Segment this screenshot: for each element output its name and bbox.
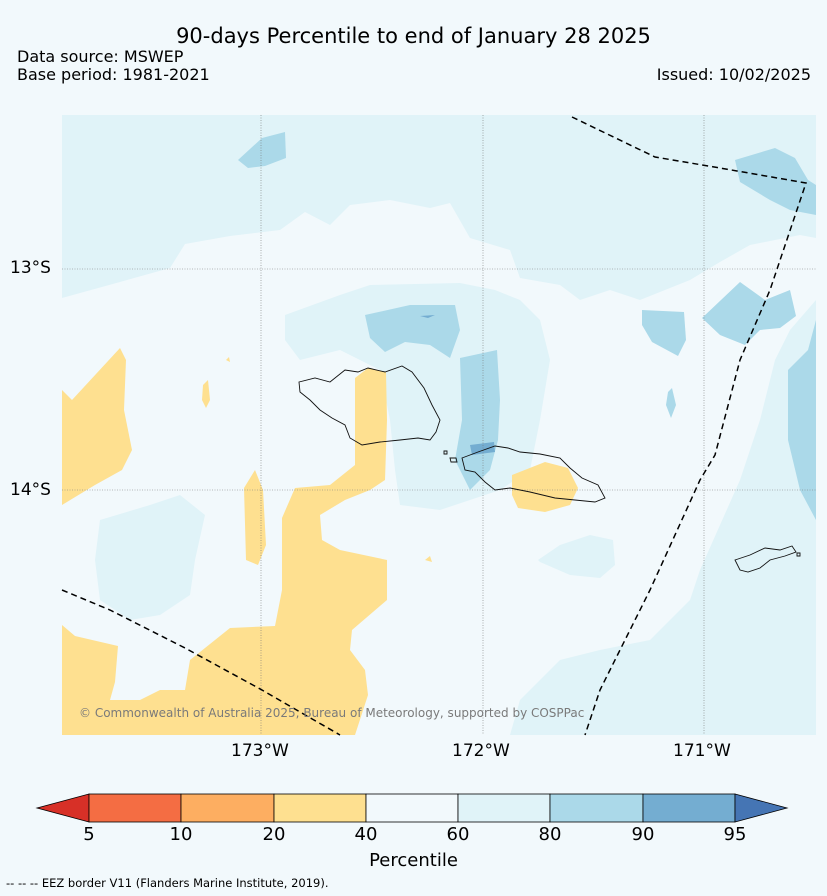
contour-90-95-a <box>420 315 435 318</box>
eez-border <box>61 116 807 736</box>
map-title: 90-days Percentile to end of January 28 … <box>176 24 651 48</box>
contour-60-80-c <box>538 535 615 578</box>
colorbar-80-90 <box>549 793 644 823</box>
contour-80-90-a <box>238 132 286 168</box>
colorbar-extend-low <box>35 793 90 823</box>
contour-80-90-e <box>666 388 676 418</box>
data-source: Data source: MSWEP <box>17 47 184 66</box>
contour-20-40-f <box>226 357 230 362</box>
colorbar-tick-40: 40 <box>354 824 378 845</box>
colorbar-60-80 <box>457 793 551 823</box>
tutuila-island-outline <box>734 545 797 573</box>
colorbar-tick-5: 5 <box>83 824 95 845</box>
contour-80-90-d <box>642 310 686 356</box>
contour-90-95-b <box>470 442 495 455</box>
colorbar-tick-95: 95 <box>723 824 747 845</box>
colorbar-label: Percentile <box>369 850 458 871</box>
copyright-notice: © Commonwealth of Australia 2025, Bureau… <box>79 706 585 720</box>
contour-80-90-h <box>788 320 816 520</box>
lon-label-173w: 173°W <box>231 741 289 761</box>
lon-label-171w: 171°W <box>673 741 731 761</box>
colorbar-10-20 <box>180 793 275 823</box>
contour-20-40-b <box>62 368 387 735</box>
colorbar-tick-60: 60 <box>446 824 470 845</box>
lat-label-13s: 13°S <box>10 258 51 278</box>
upolu-island-outline <box>461 445 606 503</box>
contour-80-90-c <box>455 350 500 490</box>
contour-80-90-g <box>735 148 816 215</box>
savaii-island-outline <box>298 365 441 446</box>
colorbar-tick-80: 80 <box>538 824 562 845</box>
colorbar-90-95 <box>642 793 736 823</box>
eez-footnote: -- -- -- EEZ border V11 (Flanders Marine… <box>6 876 329 890</box>
base-period: Base period: 1981-2021 <box>17 65 210 84</box>
graticule <box>62 115 816 735</box>
colorbar-tick-20: 20 <box>262 824 286 845</box>
contour-20-40-a <box>62 348 132 505</box>
contour-80-90-b <box>365 305 460 358</box>
contour-20-40-d <box>202 380 210 408</box>
islet-apolima <box>443 450 448 455</box>
lon-label-172w: 172°W <box>452 741 510 761</box>
colorbar <box>35 793 789 823</box>
colorbar-20-40 <box>273 793 367 823</box>
source-info: Data source: MSWEP Base period: 1981-202… <box>17 48 210 84</box>
contour-20-40-c <box>244 470 266 565</box>
islet-aunuu <box>796 552 801 557</box>
contour-80-90-f <box>702 282 796 345</box>
colorbar-5-10 <box>88 793 182 823</box>
colorbar-40-60 <box>365 793 459 823</box>
contour-20-40-e <box>512 462 578 512</box>
contour-60-80-b <box>95 495 205 620</box>
colorbar-extend-high <box>734 793 789 823</box>
colorbar-tick-90: 90 <box>631 824 655 845</box>
issued-date: Issued: 10/02/2025 <box>656 65 811 84</box>
islet-manono <box>449 457 458 463</box>
lat-label-14s: 14°S <box>10 480 51 500</box>
contour-20-40-g <box>425 556 432 562</box>
colorbar-tick-10: 10 <box>169 824 193 845</box>
